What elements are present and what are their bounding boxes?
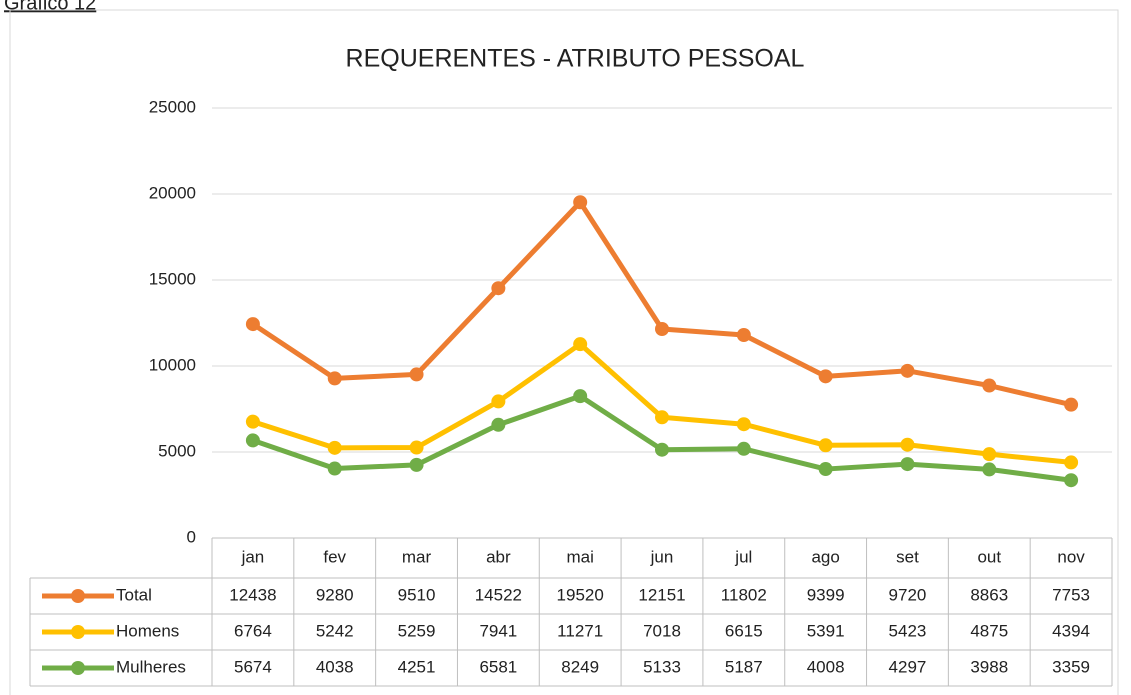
caption: Gráfico 12: [4, 0, 96, 14]
x-tick-label: fev: [323, 547, 346, 566]
data-point: [409, 367, 424, 382]
table-value: 12438: [229, 585, 276, 604]
table-value: 5242: [316, 621, 354, 640]
table-value: 9510: [398, 585, 436, 604]
x-tick-label: mai: [566, 547, 593, 566]
x-tick-label: nov: [1057, 547, 1085, 566]
table-value: 4394: [1052, 621, 1090, 640]
x-tick-label: jul: [734, 547, 752, 566]
table-value: 11271: [557, 621, 603, 640]
table-value: 5259: [398, 621, 436, 640]
y-tick-label: 20000: [149, 183, 196, 202]
data-point: [900, 437, 915, 452]
data-point: [491, 394, 506, 409]
data-point: [818, 438, 833, 453]
data-point: [900, 457, 915, 472]
table-value: 5187: [725, 657, 763, 676]
data-point: [900, 363, 915, 378]
data-point: [245, 317, 260, 332]
table-value: 6764: [234, 621, 272, 640]
data-point: [327, 371, 342, 386]
data-point: [491, 281, 506, 296]
data-point: [409, 457, 424, 472]
data-point: [491, 417, 506, 432]
data-point: [1064, 455, 1079, 470]
table-value: 6581: [479, 657, 517, 676]
table-value: 8249: [561, 657, 599, 676]
table-value: 5391: [807, 621, 845, 640]
table-value: 9720: [889, 585, 927, 604]
x-tick-label: jan: [241, 547, 265, 566]
table-value: 4008: [807, 657, 845, 676]
data-point: [736, 328, 751, 343]
table-value: 4251: [398, 657, 436, 676]
table-value: 4038: [316, 657, 354, 676]
y-tick-label: 25000: [149, 97, 196, 116]
data-point: [327, 461, 342, 476]
table-value: 14522: [475, 585, 522, 604]
table-value: 3988: [970, 657, 1008, 676]
table-value: 9280: [316, 585, 354, 604]
table-value: 7753: [1052, 585, 1090, 604]
table-value: 9399: [807, 585, 845, 604]
x-tick-label: out: [977, 547, 1001, 566]
x-tick-label: set: [896, 547, 919, 566]
x-tick-label: abr: [486, 547, 511, 566]
data-point: [818, 462, 833, 477]
series-line: [251, 199, 1072, 408]
data-point: [245, 414, 260, 429]
data-point: [982, 447, 997, 462]
data-point: [655, 322, 669, 337]
data-point: [655, 410, 669, 425]
legend-marker: [71, 661, 85, 675]
x-tick-label: jun: [650, 547, 674, 566]
table-value: 5133: [643, 657, 681, 676]
table-value: 12151: [638, 585, 685, 604]
chart-border: [9, 9, 1119, 695]
data-point: [409, 440, 424, 455]
y-tick-label: 10000: [149, 355, 196, 374]
chart-title: REQUERENTES - ATRIBUTO PESSOAL: [346, 45, 805, 73]
table-value: 19520: [557, 585, 604, 604]
table-value: 7941: [479, 621, 517, 640]
data-point: [736, 441, 751, 456]
legend-label: Mulheres: [116, 657, 186, 676]
series-line: [252, 393, 1072, 483]
y-tick-label: 15000: [149, 269, 196, 288]
data-point: [1064, 397, 1079, 412]
x-tick-label: mar: [402, 547, 432, 566]
data-point: [655, 442, 669, 457]
table-value: 7018: [643, 621, 681, 640]
legend-label: Homens: [116, 621, 179, 640]
data-point: [1064, 473, 1079, 488]
data-point: [982, 378, 997, 393]
data-point: [573, 337, 588, 352]
table-value: 6615: [725, 621, 763, 640]
table-value: 8863: [970, 585, 1008, 604]
y-tick-label: 5000: [158, 441, 196, 460]
legend-marker: [71, 625, 85, 639]
table-value: 5423: [889, 621, 927, 640]
data-point: [245, 433, 260, 448]
data-point: [818, 369, 833, 384]
table-value: 5674: [234, 657, 272, 676]
table-value: 4875: [970, 621, 1008, 640]
x-tick-label: ago: [811, 547, 839, 566]
table-value: 3359: [1052, 657, 1090, 676]
data-point: [327, 440, 342, 455]
data-point: [573, 389, 588, 404]
data-point: [573, 195, 588, 210]
table-value: 11802: [721, 585, 767, 604]
y-tick-label: 0: [187, 527, 196, 546]
data-point: [736, 417, 751, 432]
legend-marker: [71, 589, 85, 603]
legend-label: Total: [116, 585, 152, 604]
table-value: 4297: [889, 657, 927, 676]
data-point: [982, 462, 997, 477]
